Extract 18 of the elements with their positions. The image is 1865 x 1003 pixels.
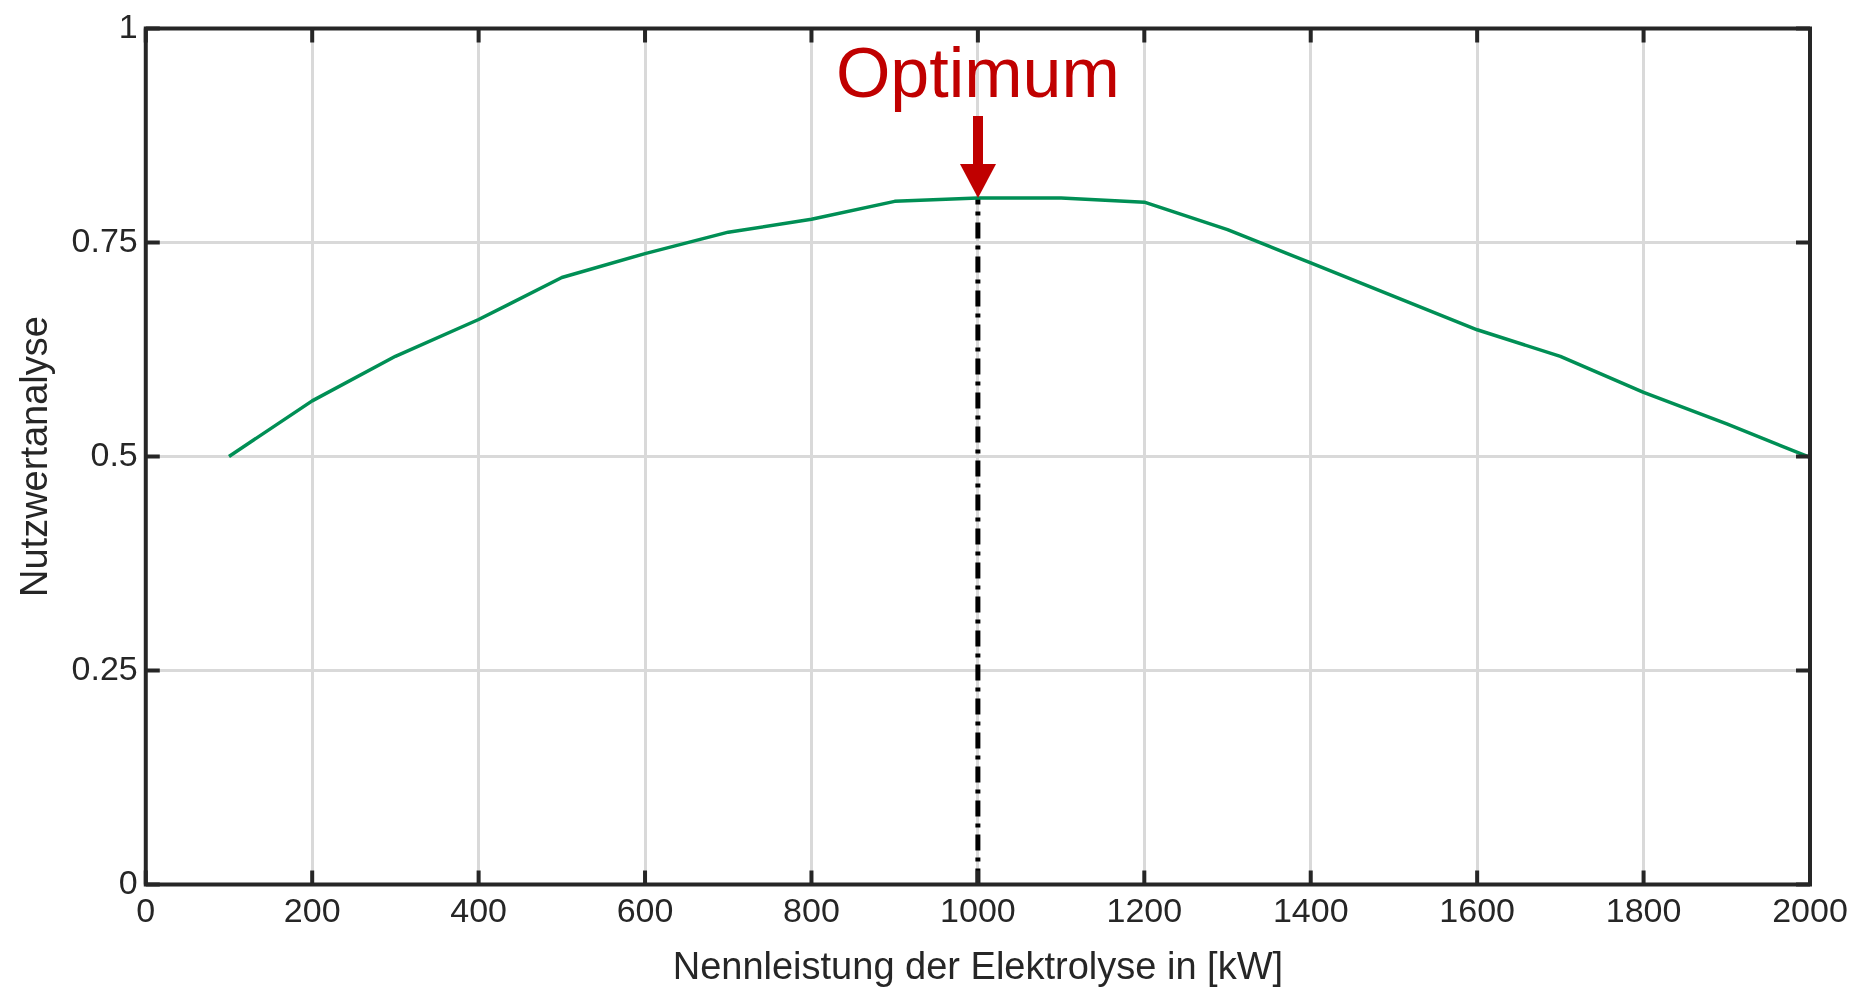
y-axis-title: Nutzwertanalyse (13, 316, 56, 597)
annotation: Optimum (835, 34, 1120, 113)
x-tick-label: 400 (450, 891, 507, 930)
y-tick-label: 0 (118, 862, 138, 901)
x-axis-title: Nennleistung der Elektrolyse in [kW] (672, 944, 1284, 987)
x-tick-label: 1400 (1272, 891, 1349, 930)
x-tick-label: 2000 (1772, 891, 1848, 930)
y-tick-label: 0.25 (71, 648, 138, 687)
y-tick-label: 0.75 (71, 220, 138, 259)
x-tick-label: 1600 (1439, 891, 1515, 930)
x-tick-label: 1800 (1605, 891, 1682, 930)
x-tick-label: 1200 (1106, 891, 1183, 930)
y-tick-label: 1 (118, 6, 138, 45)
x-tick-label: 1000 (940, 891, 1016, 930)
x-tick-label: 600 (616, 891, 674, 930)
x-tick-label: 800 (783, 891, 840, 930)
y-tick-label: 0.5 (90, 434, 138, 473)
x-tick-label: 200 (283, 891, 341, 930)
